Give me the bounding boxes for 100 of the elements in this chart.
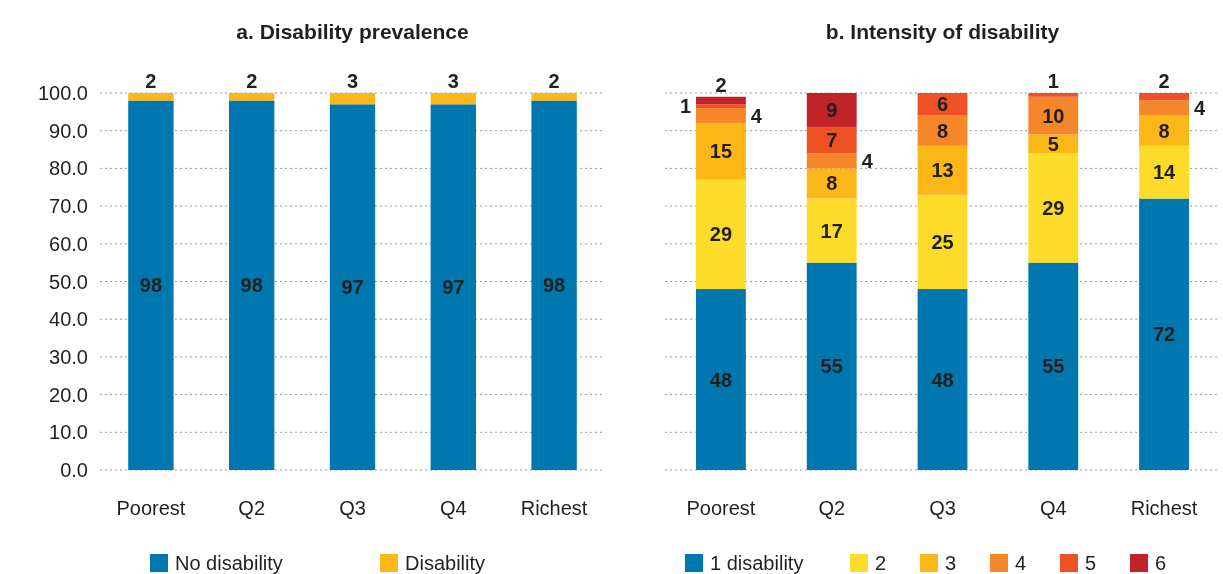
bar xyxy=(430,93,476,105)
data-label: 17 xyxy=(820,219,843,242)
bar xyxy=(329,93,376,105)
x-tick-label: Q2 xyxy=(238,497,266,519)
data-label: 14 xyxy=(1152,161,1177,184)
data-label: 13 xyxy=(931,159,954,182)
data-label: 10 xyxy=(1042,104,1065,127)
bar xyxy=(128,93,174,101)
data-label: 1 xyxy=(679,95,692,118)
data-label: 4 xyxy=(861,149,874,172)
data-label: 9 xyxy=(826,98,838,121)
legend-label: 6 xyxy=(1155,552,1167,574)
data-label: 4 xyxy=(750,104,763,127)
bar xyxy=(696,123,746,180)
x-tick-label: Poorest xyxy=(116,497,186,519)
bar xyxy=(917,289,968,470)
data-label: 2 xyxy=(715,73,727,96)
legend-label: 5 xyxy=(1085,552,1097,574)
legend-label: 2 xyxy=(875,552,887,574)
data-label: 8 xyxy=(826,172,838,195)
data-label: 1 xyxy=(1047,70,1059,92)
bar xyxy=(917,115,968,146)
x-tick-label: Q4 xyxy=(1039,497,1067,519)
legend-label: 3 xyxy=(945,552,957,574)
bar xyxy=(1028,93,1079,97)
bar xyxy=(696,289,746,470)
x-tick-label: Richest xyxy=(520,497,588,519)
bar xyxy=(1139,93,1189,101)
x-tick-label: Richest xyxy=(1130,497,1198,519)
bar xyxy=(128,100,174,470)
bar xyxy=(531,93,577,101)
chart-title: a. Disability prevalence xyxy=(236,20,469,44)
y-tick-label: 30.0 xyxy=(49,345,88,368)
y-tick-label: 70.0 xyxy=(49,195,88,218)
bar xyxy=(1028,134,1079,154)
data-label: 2 xyxy=(246,70,258,92)
bar xyxy=(229,93,275,101)
legend-label: 4 xyxy=(1015,552,1027,574)
x-tick-label: Poorest xyxy=(686,497,756,519)
data-label: 72 xyxy=(1152,323,1176,346)
legend-label: No disability xyxy=(175,552,283,574)
y-tick-label: 10.0 xyxy=(49,421,88,444)
bar xyxy=(806,153,857,169)
data-label: 97 xyxy=(341,276,364,299)
y-tick-label: 0.0 xyxy=(60,459,88,481)
x-tick-label: Q3 xyxy=(339,497,366,519)
data-label: 8 xyxy=(1158,119,1170,142)
bar xyxy=(329,104,376,470)
x-tick-label: Q3 xyxy=(929,497,956,519)
data-label: 48 xyxy=(931,368,954,391)
chart-title: b. Intensity of disability xyxy=(825,20,1060,44)
bar xyxy=(806,168,857,199)
data-label: 48 xyxy=(709,368,733,391)
data-label: 4 xyxy=(1193,97,1206,120)
data-label: 3 xyxy=(346,70,359,92)
bar xyxy=(806,93,857,127)
bar xyxy=(1139,198,1189,470)
data-label: 29 xyxy=(709,223,733,246)
bar xyxy=(430,104,476,470)
bar xyxy=(229,100,275,470)
y-tick-label: 100.0 xyxy=(37,82,88,104)
legend-label: Disability xyxy=(405,552,486,574)
bar xyxy=(696,108,746,124)
data-label: 3 xyxy=(447,70,459,92)
bar xyxy=(1028,153,1079,263)
data-label: 55 xyxy=(1042,355,1065,378)
x-tick-label: Q2 xyxy=(818,497,846,519)
bar xyxy=(917,194,968,290)
bar xyxy=(696,96,746,105)
bar xyxy=(806,126,857,154)
data-label: 29 xyxy=(1042,196,1065,219)
bar xyxy=(917,145,968,195)
data-label: 25 xyxy=(931,230,954,253)
y-tick-label: 20.0 xyxy=(49,383,88,406)
y-tick-label: 50.0 xyxy=(49,270,88,293)
data-label: 5 xyxy=(1047,132,1059,155)
data-label: 7 xyxy=(826,129,838,152)
bar xyxy=(806,262,857,470)
data-label: 8 xyxy=(936,119,949,142)
data-label: 2 xyxy=(548,70,560,92)
data-label: 6 xyxy=(936,93,949,116)
y-tick-label: 40.0 xyxy=(49,308,88,331)
bar xyxy=(1139,115,1189,146)
y-tick-label: 60.0 xyxy=(49,232,88,255)
data-label: 2 xyxy=(145,70,157,92)
data-label: 55 xyxy=(820,355,843,378)
data-label: 15 xyxy=(709,140,733,163)
bar xyxy=(531,100,577,470)
x-tick-label: Q4 xyxy=(439,497,467,519)
data-label: 98 xyxy=(240,274,263,297)
bar xyxy=(696,179,746,290)
bar xyxy=(1139,100,1189,116)
data-label: 2 xyxy=(1158,70,1170,92)
bar xyxy=(1139,145,1189,199)
y-tick-label: 80.0 xyxy=(49,157,88,180)
data-label: 98 xyxy=(139,274,163,297)
data-label: 98 xyxy=(542,274,566,297)
bar xyxy=(1028,262,1079,470)
bar xyxy=(917,93,968,116)
y-tick-label: 90.0 xyxy=(49,119,88,142)
